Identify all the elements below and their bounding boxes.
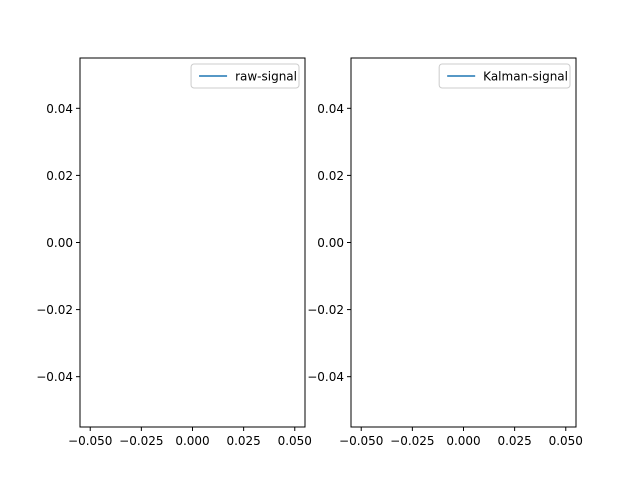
- y-tick-label: 0.04: [46, 102, 73, 116]
- x-tick-label: −0.050: [339, 434, 383, 448]
- x-tick-label: −0.025: [390, 434, 434, 448]
- x-tick-label: 0.025: [497, 434, 531, 448]
- y-tick-label: −0.02: [36, 303, 73, 317]
- x-tick-label: 0.025: [226, 434, 260, 448]
- x-tick-label: 0.050: [549, 434, 583, 448]
- legend-label: raw-signal: [235, 70, 297, 84]
- legend-box: [190, 63, 300, 89]
- plot-area: [351, 58, 576, 427]
- y-tick-label: 0.02: [317, 169, 344, 183]
- legend: raw-signal: [190, 63, 300, 89]
- y-tick-label: −0.02: [307, 303, 344, 317]
- y-tick-label: 0.04: [317, 102, 344, 116]
- x-tick-label: 0.000: [446, 434, 480, 448]
- legend-label: Kalman-signal: [483, 70, 568, 84]
- legend: Kalman-signal: [438, 63, 571, 89]
- x-tick-label: −0.025: [119, 434, 163, 448]
- y-tick-label: 0.02: [46, 169, 73, 183]
- axes-1: −0.050 −0.025 0.000 0.025 0.050 −0.04 −0.02 0.0…: [36, 57, 312, 448]
- y-tick-label: 0.00: [317, 236, 344, 250]
- x-tick-label: −0.050: [68, 434, 112, 448]
- y-tick-label: −0.04: [36, 370, 73, 384]
- y-tick-label: −0.04: [307, 370, 344, 384]
- plot-area: [80, 58, 305, 427]
- x-tick-label: 0.050: [278, 434, 312, 448]
- x-tick-label: 0.000: [175, 434, 209, 448]
- y-tick-label: 0.00: [46, 236, 73, 250]
- legend-box: [438, 63, 571, 89]
- axes-2: −0.050 −0.025 0.000 0.025 0.050 −0.04 −0.02 0.0…: [307, 57, 583, 448]
